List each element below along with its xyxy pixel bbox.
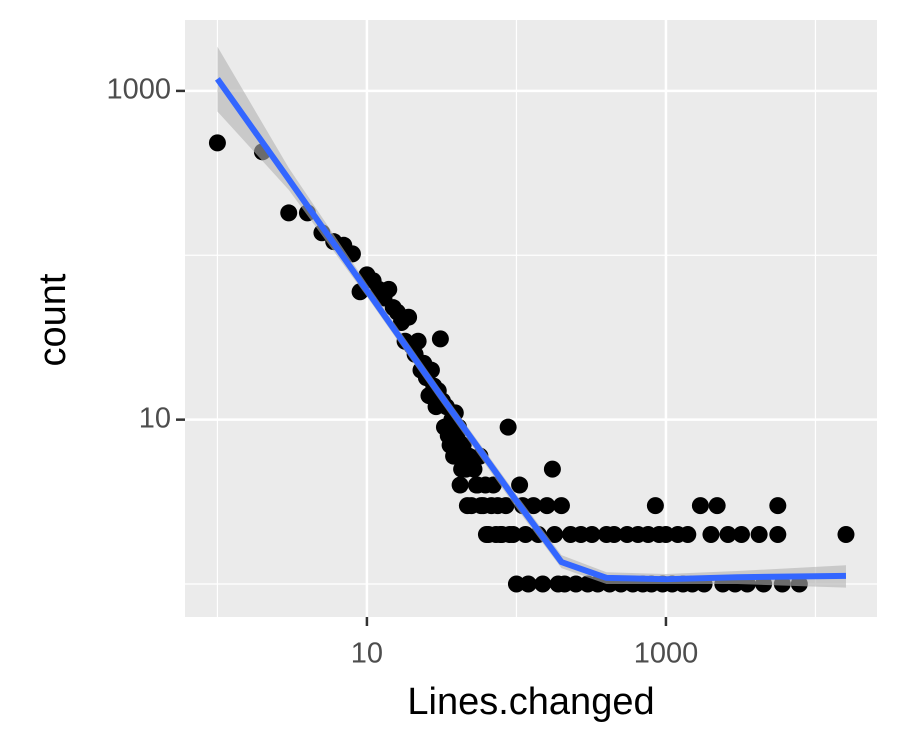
point (507, 575, 525, 593)
y-axis-title: count (32, 273, 74, 366)
point (280, 204, 298, 222)
x-axis-title: Lines.changed (407, 681, 654, 723)
point (546, 526, 564, 544)
point (732, 526, 750, 544)
y-tick-label: 10 (139, 402, 171, 434)
point (543, 460, 561, 478)
x-tick-label: 10 (351, 638, 383, 670)
point (499, 418, 517, 436)
point (702, 526, 720, 544)
point (431, 330, 449, 348)
point (517, 526, 535, 544)
point (657, 526, 675, 544)
point (567, 575, 585, 593)
point (497, 497, 515, 515)
point (708, 497, 726, 515)
point (538, 497, 556, 515)
point (750, 526, 768, 544)
point (719, 526, 737, 544)
point (605, 526, 623, 544)
point (409, 332, 427, 350)
point (552, 497, 570, 515)
point (208, 134, 226, 152)
point (519, 575, 537, 593)
point (465, 460, 483, 478)
point (380, 280, 398, 298)
y-tick-label: 1000 (106, 74, 171, 106)
point (583, 526, 601, 544)
point (504, 526, 522, 544)
point (679, 526, 697, 544)
x-tick-label: 1000 (634, 638, 699, 670)
point (646, 497, 664, 515)
point (534, 575, 552, 593)
point (837, 526, 855, 544)
point (769, 497, 787, 515)
point (451, 476, 469, 494)
point (400, 308, 418, 326)
smooth-line (214, 77, 847, 583)
point (769, 526, 787, 544)
point (511, 476, 529, 494)
point (691, 497, 709, 515)
point (524, 497, 542, 515)
